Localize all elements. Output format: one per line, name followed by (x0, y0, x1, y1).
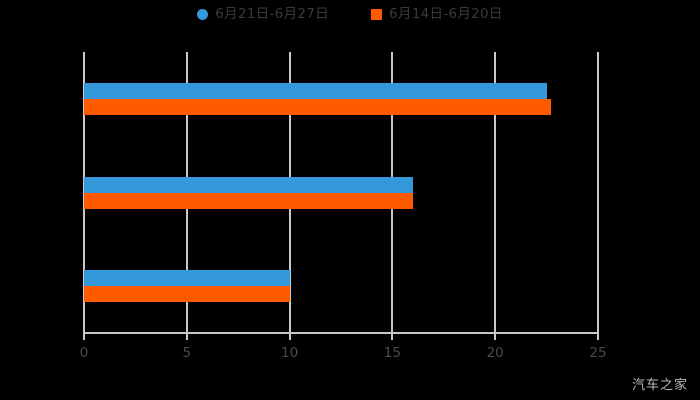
legend-marker-circle-icon (197, 9, 209, 21)
x-tick-0 (83, 333, 85, 340)
x-tick-label: 15 (383, 344, 401, 361)
legend-label: 6月21日-6月27日 (215, 6, 329, 22)
bar-1-series-0[interactable] (84, 176, 413, 193)
x-tick-5 (185, 333, 188, 340)
x-tick-20 (494, 333, 497, 340)
legend-label: 6月14日-6月20日 (389, 6, 503, 22)
watermark: 汽车之家 (631, 378, 688, 393)
plot-area: 0510152025德国日本中国 (80, 52, 607, 359)
bar-2-series-1[interactable] (84, 286, 290, 303)
bar-0-series-0[interactable] (84, 82, 547, 99)
bar-2-series-0[interactable] (84, 270, 290, 287)
gridline-x-20 (494, 52, 497, 333)
bar-0-series-1[interactable] (84, 98, 551, 115)
legend-marker-square-icon (371, 9, 382, 21)
x-tick-label: 20 (486, 344, 504, 361)
gridline-x-25 (597, 52, 599, 333)
x-axis-line (83, 332, 599, 334)
x-tick-10 (288, 333, 291, 340)
x-tick-label: 0 (79, 344, 89, 361)
x-tick-25 (597, 333, 599, 340)
chart-legend: 6月21日-6月27日 6月14日-6月20日 (0, 6, 700, 22)
legend-item-0[interactable]: 6月21日-6月27日 (197, 6, 329, 22)
x-tick-label: 10 (281, 344, 299, 361)
x-tick-label: 25 (589, 344, 607, 361)
legend-item-1[interactable]: 6月14日-6月20日 (371, 6, 503, 22)
x-tick-15 (391, 333, 394, 340)
x-tick-label: 5 (182, 344, 192, 361)
bar-1-series-1[interactable] (84, 192, 413, 209)
